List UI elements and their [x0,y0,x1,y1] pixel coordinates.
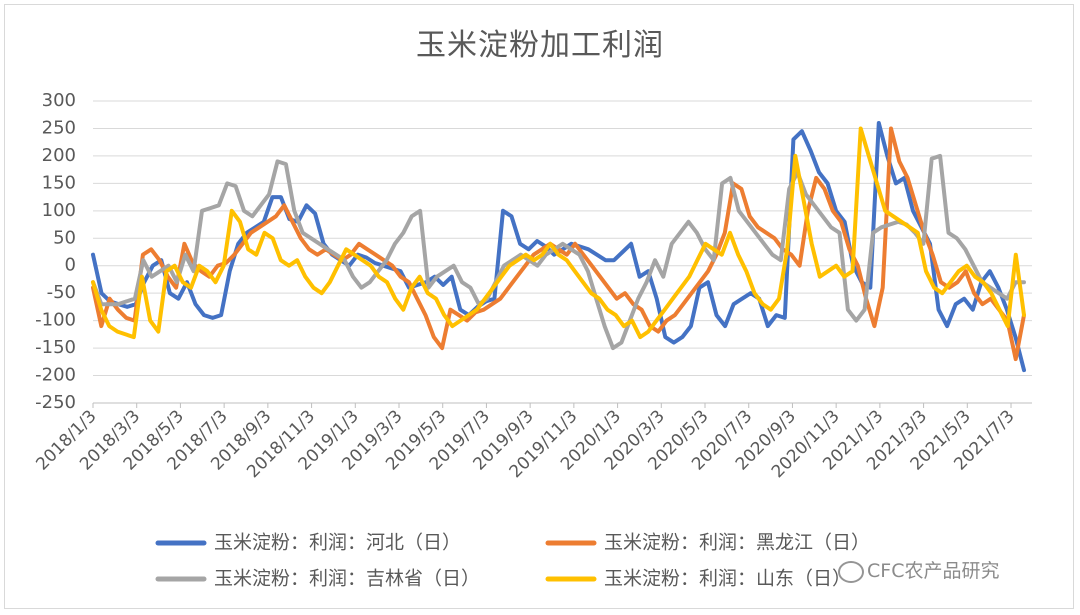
y-tick-label: 100 [42,200,76,221]
y-tick-label: -50 [47,282,76,303]
y-tick-label: 0 [65,255,76,276]
series-line-1 [91,126,1026,362]
chart-title: 玉米淀粉加工利润 [416,28,664,63]
legend-label-0: 玉米淀粉：利润：河北（日） [214,532,461,554]
y-tick-label: -150 [35,337,76,358]
series-lines [91,121,1026,373]
watermark-text: CFC农产品研究 [867,560,1000,582]
legend-label-3: 玉米淀粉：利润：山东（日） [604,568,851,590]
y-tick-label: -200 [35,365,76,386]
x-axis: 2018/1/32018/3/32018/5/32018/7/32018/9/3… [32,402,1032,482]
y-tick-label: 50 [53,227,76,248]
y-tick-label: -100 [35,310,76,331]
y-axis: 300 250 200 150 100 50 0 -50 -100 -150 -200 -250 [35,90,76,413]
y-tick-label: 200 [42,145,76,166]
legend-label-2: 玉米淀粉：利润：吉林省（日） [214,568,480,590]
watermark: CFC农产品研究 [838,556,999,583]
series-line-3 [91,126,1026,340]
y-tick-label: 300 [42,90,76,111]
legend-label-1: 玉米淀粉：利润：黑龙江（日） [604,532,870,554]
chart-frame [4,4,1074,609]
legend: 玉米淀粉：利润：河北（日） 玉米淀粉：利润：黑龙江（日） 玉米淀粉：利润：吉林省（日… [155,532,870,590]
y-tick-label: 150 [42,172,76,193]
y-tick-label: -250 [35,392,76,413]
series-line-2 [91,153,1026,351]
wechat-icon [838,560,864,583]
y-tick-label: 250 [42,117,76,138]
